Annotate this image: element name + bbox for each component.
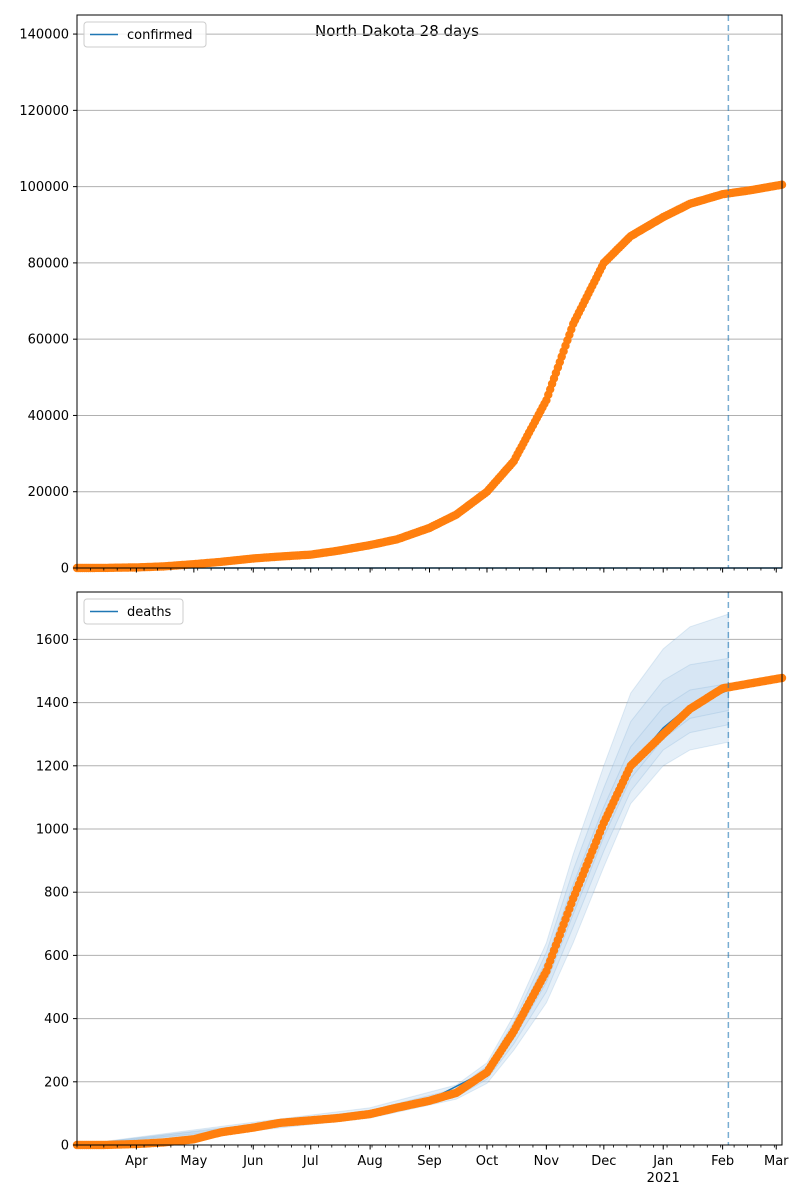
- uncertainty-band: [76, 683, 729, 1146]
- confirmed-panel: 0 20000 40000 60000 80000 100000 120000 140000 c…: [19, 14, 787, 577]
- x-tick-label: Oct: [476, 1154, 498, 1169]
- legend-box: [83, 598, 184, 625]
- y-tick-label: 1600: [36, 633, 69, 648]
- chart-title: North Dakota 28 days: [315, 22, 479, 40]
- x-tick-label: Aug: [357, 1154, 382, 1169]
- deaths-panel: 0 200 400 600 800 1000 1200 1400 1600 Apr May Jun Ju…: [36, 591, 789, 1186]
- axes-frame: [76, 14, 783, 569]
- legend-label: confirmed: [127, 28, 193, 43]
- y-tick-label: 800: [44, 886, 69, 901]
- y-tick-label: 1000: [36, 823, 69, 838]
- y-tick-label: 0: [61, 1139, 69, 1154]
- y-tick-label: 120000: [19, 104, 69, 119]
- y-tick-label: 400: [44, 1012, 69, 1027]
- x-tick-label: Apr: [125, 1154, 148, 1169]
- y-tick-label: 200: [44, 1075, 69, 1090]
- legend-label: deaths: [127, 605, 172, 620]
- legend-box: [83, 21, 207, 48]
- y-tick-label: 1400: [36, 696, 69, 711]
- x-tick-label: Jul: [302, 1154, 319, 1169]
- x-year-label: 2021: [647, 1171, 680, 1186]
- x-tick-label: Mar: [764, 1154, 789, 1169]
- uncertainty-band: [76, 657, 729, 1146]
- y-tick-label: 140000: [19, 28, 69, 43]
- y-tick-label: 100000: [19, 180, 69, 195]
- y-tick-label: 80000: [28, 256, 69, 271]
- uncertainty-band: [76, 613, 729, 1146]
- y-tick-label: 1200: [36, 759, 69, 774]
- x-tick-label: May: [180, 1154, 207, 1169]
- x-tick-label: Sep: [417, 1154, 442, 1169]
- x-tick-label: Jan: [652, 1154, 673, 1169]
- y-tick-label: 600: [44, 949, 69, 964]
- y-tick-label: 60000: [28, 333, 69, 348]
- x-tick-label: Jun: [242, 1154, 263, 1169]
- y-tick-label: 40000: [28, 409, 69, 424]
- y-tick-label: 0: [61, 562, 69, 577]
- y-tick-label: 20000: [28, 485, 69, 500]
- x-tick-label: Nov: [534, 1154, 560, 1169]
- x-tick-label: Dec: [591, 1154, 616, 1169]
- x-tick-label: Feb: [711, 1154, 734, 1169]
